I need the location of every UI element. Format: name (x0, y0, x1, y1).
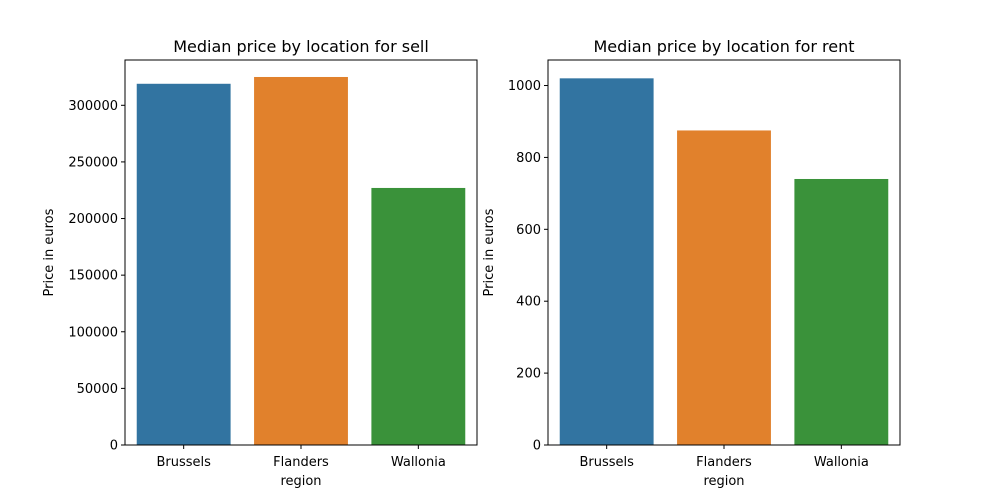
x-tick-label: Brussels (579, 455, 634, 470)
bar-flanders (254, 76, 348, 445)
bar-brussels (136, 83, 231, 445)
bar-brussels (559, 78, 654, 445)
y-tick-label: 0 (110, 439, 118, 454)
chart-title: Median price by location for sell (173, 37, 429, 56)
y-tick-label: 600 (516, 223, 541, 238)
y-tick-label: 50000 (77, 382, 118, 397)
y-axis-label: Price in euros (42, 208, 57, 296)
x-tick-label: Wallonia (391, 455, 446, 470)
chart-panel-1: 0 50000 100000 150000 200000 250000 300000 Brus… (42, 37, 478, 489)
y-tick-label: 0 (533, 439, 541, 454)
x-axis-label: region (703, 474, 744, 489)
y-tick-label: 250000 (68, 155, 118, 170)
chart-panel-2: 0 200 400 600 800 1000 Brussels Flanders Walloni… (482, 37, 901, 489)
y-tick-label: 300000 (68, 99, 118, 114)
y-tick-label: 200 (516, 367, 541, 382)
y-tick-label: 800 (516, 151, 541, 166)
y-tick-label: 150000 (68, 269, 118, 284)
y-axis-label: Price in euros (482, 208, 497, 296)
y-tick-label: 400 (516, 295, 541, 310)
y-tick-label: 200000 (68, 212, 118, 227)
bar-wallonia (794, 178, 889, 445)
y-tick-label: 1000 (508, 79, 541, 94)
x-tick-label: Flanders (273, 455, 329, 470)
bar-wallonia (371, 187, 466, 446)
bar-flanders (677, 130, 771, 445)
chart-title: Median price by location for rent (593, 37, 854, 56)
y-tick-label: 100000 (68, 325, 118, 340)
x-tick-label: Flanders (696, 455, 752, 470)
x-axis-label: region (280, 474, 321, 489)
x-tick-label: Wallonia (814, 455, 869, 470)
x-tick-label: Brussels (156, 455, 211, 470)
